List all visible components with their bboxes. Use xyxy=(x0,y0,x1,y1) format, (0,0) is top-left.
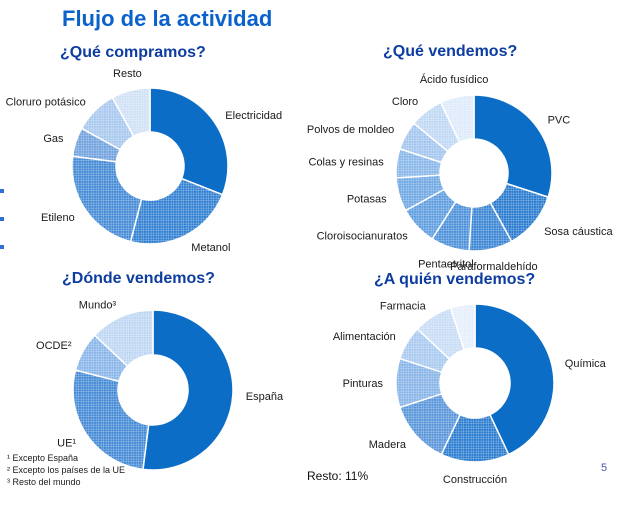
slice-texture xyxy=(399,328,450,373)
footnote-2: ² Excepto los países de la UE xyxy=(7,465,126,476)
slice-label-mundo: Mundo³ xyxy=(79,300,117,312)
slice-label-cloruro-potasico: Cloruro potásico xyxy=(6,97,86,109)
chart-title-que-compramos: ¿Qué compramos? xyxy=(60,44,206,61)
slice-texture xyxy=(441,414,509,463)
slice-label-polvos-de-moldeo: Polvos de moldeo xyxy=(307,124,394,136)
donut-slice-electricidad xyxy=(149,87,229,196)
slice-label-ue: UE¹ xyxy=(57,437,76,449)
slice-texture xyxy=(72,128,121,162)
slice-label-pvc: PVC xyxy=(548,115,571,127)
page-title: Flujo de la actividad xyxy=(62,6,273,31)
donut-slice-espana xyxy=(142,309,234,471)
slice-texture xyxy=(112,88,150,137)
slice-label-potasas: Potasas xyxy=(347,193,387,205)
slice-texture xyxy=(417,307,465,360)
resto-annotation: Resto: 11% xyxy=(307,469,369,483)
slice-label-cloro: Cloro xyxy=(392,96,418,108)
slice-texture xyxy=(81,97,134,150)
footnote-3: ³ Resto del mundo xyxy=(7,477,81,488)
donut-chart-donde-vendemos: España UE¹ OCDE² Mundo³ xyxy=(36,300,284,471)
donut-chart-a-quien-vendemos: Química Construcción Madera Pinturas Aliment… xyxy=(333,300,607,486)
slice-texture xyxy=(75,335,128,382)
left-edge-bullet-icon xyxy=(0,217,4,221)
donut-chart-que-compramos: Electricidad Metanol Etileno Gas Cloruro pot… xyxy=(6,68,283,254)
slice-texture xyxy=(413,102,460,152)
slice-label-farmacia: Farmacia xyxy=(380,300,427,312)
slice-label-espana: España xyxy=(246,391,284,403)
slice-texture xyxy=(405,189,456,239)
chart-title-donde-vendemos: ¿Dónde vendemos? xyxy=(62,270,215,287)
donut-slice-quimica xyxy=(474,303,555,456)
slice-label-alimentacion: Alimentación xyxy=(333,331,396,343)
slice-label-construccion: Construcción xyxy=(443,474,507,486)
footnotes: ¹ Excepto España ² Excepto los países de… xyxy=(7,452,125,488)
slice-label-ocde: OCDE² xyxy=(36,340,72,352)
chart-title-a-quien-vendemos: ¿A quién vendemos? xyxy=(374,271,536,288)
left-edge-bullet-icon xyxy=(0,189,4,193)
slice-texture xyxy=(432,201,472,251)
slice-texture xyxy=(72,370,149,470)
slice-label-metanol: Metanol xyxy=(191,242,230,254)
slice-texture xyxy=(94,310,153,367)
slice-texture xyxy=(440,95,474,143)
slice-texture xyxy=(490,183,549,242)
left-edge-bullet-icon xyxy=(0,245,4,249)
donut-slice-pvc xyxy=(473,94,553,198)
slice-label-madera: Madera xyxy=(369,439,407,451)
slice-label-gas: Gas xyxy=(43,133,64,145)
slice-label-etileno: Etileno xyxy=(41,212,75,224)
slice-label-pentaetritol: Pentaetritol xyxy=(418,259,474,271)
slice-label-quimica: Química xyxy=(565,358,607,370)
slice-label-colas-y-resinas: Colas y resinas xyxy=(308,157,384,169)
slice-label-paraformaldehido: Paraformaldehído xyxy=(450,261,537,273)
slice-texture xyxy=(396,358,442,408)
slice-label-electricidad: Electricidad xyxy=(225,110,282,122)
slice-texture xyxy=(72,156,142,242)
chart-title-que-vendemos: ¿Qué vendemos? xyxy=(383,43,518,60)
slice-label-resto: Resto xyxy=(113,68,142,80)
slice-texture xyxy=(130,178,223,245)
slice-texture xyxy=(399,123,448,163)
slice-texture xyxy=(395,148,442,178)
slice-label-acido-fusidico: Ácido fusídico xyxy=(420,73,488,86)
slice-label-pinturas: Pinturas xyxy=(343,378,384,390)
slice-texture xyxy=(399,393,461,455)
slice-texture xyxy=(450,304,475,350)
slice-texture xyxy=(396,175,445,211)
slice-label-sosa-caustica: Sosa cáustica xyxy=(544,226,613,238)
page-number: 5 xyxy=(601,462,608,474)
slice-texture xyxy=(469,202,512,252)
footnote-1: ¹ Excepto España xyxy=(7,453,79,463)
slice-label-cloroisocianuratos: Cloroisocianuratos xyxy=(317,230,409,242)
donut-chart-que-vendemos: PVC Sosa cáustica ParaformaldehídoPentaetr… xyxy=(307,73,614,273)
